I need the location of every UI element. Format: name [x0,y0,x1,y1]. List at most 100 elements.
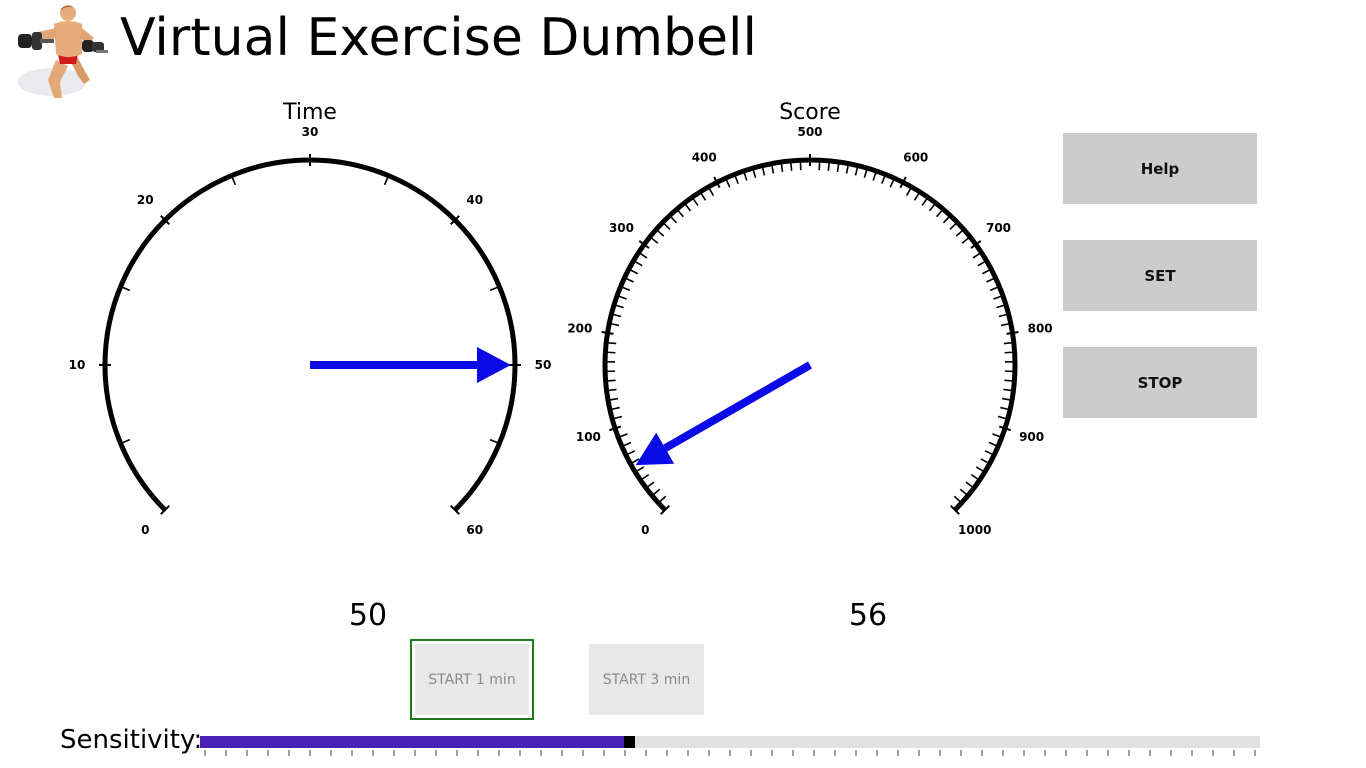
time-gauge-tick-label: 20 [137,193,154,207]
score-gauge-minor-tick [1003,341,1016,345]
time-gauge-major-tick [160,505,170,515]
time-gauge-minor-tick [230,173,237,186]
score-gauge-minor-tick [618,285,631,292]
stop-button-label: STOP [1137,373,1183,392]
score-gauge-major-tick [998,425,1011,432]
stop-button[interactable]: STOP [1063,347,1257,418]
start-1-min-button[interactable]: START 1 min [410,639,534,720]
score-gauge-minor-tick [854,163,860,176]
score-gauge-minor-tick [953,495,964,505]
score-gauge-minor-tick [955,227,966,237]
help-button[interactable]: Help [1063,133,1257,204]
score-gauge-minor-tick [921,195,930,206]
sensitivity-label: Sensitivity: [60,725,203,755]
start-3-min-button[interactable]: START 3 min [589,644,704,715]
score-gauge-minor-tick [863,165,869,178]
score-gauge-minor-tick [647,234,659,244]
time-gauge-tick-label: 0 [141,523,149,537]
time-gauge-minor-tick [383,173,390,186]
time-gauge-tick-label: 60 [466,523,483,537]
score-gauge-minor-tick [706,184,715,197]
score-gauge-minor-tick [928,200,938,212]
score-gauge-tick-label: 0 [641,523,649,537]
score-gauge-minor-tick [970,473,982,483]
score-gauge-minor-tick [643,481,655,490]
sensitivity-slider[interactable] [200,736,1260,748]
score-gauge-minor-tick [993,294,1006,300]
score-gauge-tick-label: 800 [1028,322,1053,336]
score-gauge-minor-tick [799,158,802,171]
score-gauge-minor-tick [770,161,775,174]
sensitivity-slider-fill [200,736,624,748]
score-gauge-minor-tick [949,220,960,230]
set-button-label: SET [1144,266,1176,285]
score-gauge-minor-tick [682,200,692,212]
start-1-min-label: START 1 min [428,671,516,688]
score-gauge-tick-label: 900 [1019,430,1044,444]
score-gauge-needle-head [635,432,675,466]
score-gauge-minor-tick [905,184,914,197]
score-gauge-minor-tick [638,473,650,483]
score-gauge-minor-tick [845,161,850,174]
score-gauge-major-tick [601,331,614,335]
score-gauge-major-tick [970,240,982,249]
score-gauge-minor-tick [965,481,977,490]
score-gauge-minor-tick [989,285,1002,292]
score-gauge-minor-tick [827,158,831,171]
score-gauge-minor-tick [1003,388,1016,392]
score-gauge-minor-tick [604,341,617,345]
score-gauge-minor-tick [626,267,639,275]
score-gauge-minor-tick [698,189,707,201]
score-gauge-tick-label: 700 [986,221,1011,235]
score-gauge-tick-label: 600 [903,150,928,164]
score-gauge-minor-tick [611,303,624,309]
score-gauge-title: Score [779,100,841,125]
score-gauge-minor-tick [913,189,922,201]
score-gauge-minor-tick [992,433,1004,439]
score-gauge-minor-tick [942,213,953,224]
score-gauge-minor-tick [984,450,997,457]
sensitivity-slider-thumb[interactable] [624,736,635,748]
score-gauge-tick-label: 100 [576,430,601,444]
time-gauge-needle-head [477,347,511,383]
score-gauge-minor-tick [1004,379,1017,383]
time-gauge-major-tick [450,505,460,515]
score-gauge-minor-tick [742,168,748,181]
time-gauge-major-tick [160,215,170,225]
score-gauge-major-tick [638,240,650,249]
dumbbell-man-logo [18,5,108,98]
score-gauge-minor-tick [603,379,616,383]
score-gauge-minor-tick [660,220,671,230]
score-gauge-tick-label: 300 [609,221,634,235]
time-gauge-tick-label: 40 [466,193,483,207]
score-gauge-minor-tick [654,227,665,237]
score-gauge-arc [602,157,1018,512]
score-gauge-minor-tick [751,165,757,178]
score-gauge-major-tick [660,505,670,515]
time-gauge-major-tick [450,215,460,225]
score-gauge-minor-tick [961,234,973,244]
score-gauge-minor-tick [605,397,619,402]
score-gauge-minor-tick [818,158,821,171]
time-gauge-minor-tick [118,438,131,445]
score-gauge-needle [663,361,812,452]
score-gauge-minor-tick [607,406,620,411]
help-button-label: Help [1140,159,1180,178]
score-gauge-minor-tick [780,159,784,173]
time-gauge-tick-label: 30 [302,125,319,139]
score-gauge-tick-label: 400 [692,150,717,164]
score-gauge-minor-tick [988,441,1001,448]
score-gauge-minor-tick [603,351,616,354]
score-gauge-minor-tick [1004,351,1017,354]
score-gauge-major-tick [713,176,721,189]
score-gauge-minor-tick [996,303,1009,309]
set-button[interactable]: SET [1063,240,1257,311]
score-gauge-minor-tick [977,258,989,267]
score-gauge-minor-tick [633,466,645,474]
sensitivity-slider-ticks [204,750,1256,756]
score-gauge-minor-tick [760,163,766,176]
score-gauge-minor-tick [889,176,896,188]
score-readout: 56 [848,598,888,633]
time-gauge-tick-label: 10 [69,358,86,372]
